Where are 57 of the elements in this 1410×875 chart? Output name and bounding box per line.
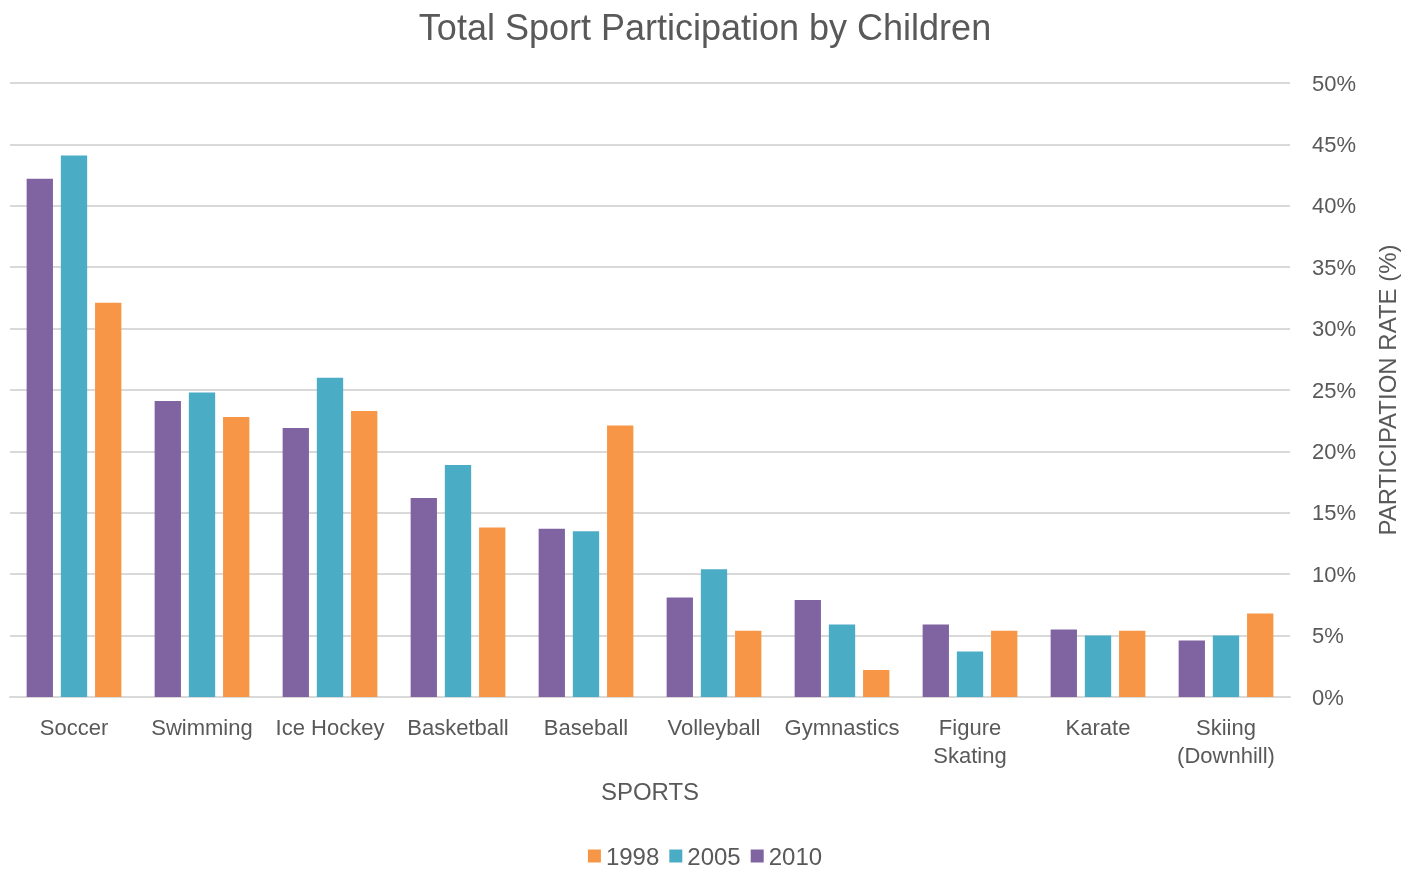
bar <box>1084 635 1112 697</box>
bar <box>1178 640 1205 697</box>
bar <box>95 302 122 697</box>
x-tick-label: Figure Skating <box>933 714 1007 768</box>
bar <box>991 630 1018 697</box>
x-tick-label: Volleyball <box>667 714 761 740</box>
y-tick-label: 40% <box>1312 193 1357 219</box>
bar <box>1247 613 1274 697</box>
x-tick-label: Gymnastics <box>784 714 900 740</box>
bar <box>282 428 309 697</box>
y-tick-label: 15% <box>1312 500 1357 526</box>
bar <box>863 669 890 697</box>
y-tick-label: 0% <box>1312 684 1344 710</box>
legend-label: 2010 <box>768 842 823 870</box>
x-tick-label: Soccer <box>39 714 109 740</box>
y-tick-label: 5% <box>1312 623 1344 649</box>
bar <box>188 392 216 697</box>
x-tick-label: Swimming <box>151 714 253 740</box>
bar <box>60 155 88 697</box>
bar <box>922 624 949 697</box>
bar <box>1119 630 1146 697</box>
bar <box>479 527 506 697</box>
bar <box>956 651 984 697</box>
x-tick-label: Skiing (Downhill) <box>1177 714 1275 768</box>
x-tick-label: Basketball <box>407 714 509 740</box>
y-tick-label: 10% <box>1312 561 1357 587</box>
y-tick-label: 35% <box>1312 254 1357 280</box>
x-axis-title: SPORTS <box>600 777 700 805</box>
bar <box>410 498 437 697</box>
x-tick-label: Baseball <box>543 714 629 740</box>
bar <box>154 401 181 697</box>
bar <box>700 569 728 697</box>
bar <box>794 599 821 697</box>
bar <box>538 528 565 697</box>
bar <box>1050 629 1077 697</box>
y-tick-label: 30% <box>1312 316 1357 342</box>
bar <box>316 377 344 697</box>
y-tick-label: 25% <box>1312 377 1357 403</box>
bar <box>351 410 378 697</box>
bar <box>666 597 693 697</box>
bar <box>828 624 856 697</box>
legend-label: 2005 <box>687 842 741 870</box>
y-tick-label: 45% <box>1312 131 1357 157</box>
chart-title: Total Sport Participation by Children <box>418 6 992 48</box>
y-axis-title: PARTICIPATION RATE (%) <box>1373 244 1401 536</box>
bar <box>444 464 472 697</box>
legend-label: 1998 <box>605 842 660 870</box>
y-tick-label: 50% <box>1312 70 1357 96</box>
bar <box>735 630 762 697</box>
bar <box>223 417 250 697</box>
x-tick-label: Ice Hockey <box>275 714 385 740</box>
bar <box>572 531 600 697</box>
bar <box>26 178 53 697</box>
bar <box>1212 635 1240 697</box>
y-tick-label: 20% <box>1312 438 1357 464</box>
x-tick-label: Karate <box>1065 714 1131 740</box>
bar <box>607 425 634 697</box>
